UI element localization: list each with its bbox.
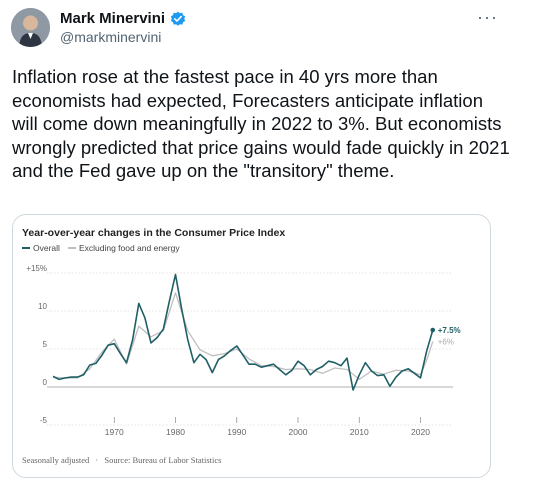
x-tick-label: 1970 xyxy=(105,427,124,437)
series-line-core xyxy=(52,292,434,381)
x-tick-label: 2020 xyxy=(411,427,430,437)
chart-source: Seasonally adjusted · Source: Bureau of … xyxy=(22,455,221,465)
avatar-image xyxy=(11,8,50,47)
legend-item-core: Excluding food and energy xyxy=(67,243,180,253)
chart-footer-separator: · xyxy=(95,455,99,465)
series-end-marker-overall xyxy=(430,327,436,333)
more-options-icon[interactable]: ··· xyxy=(477,7,498,27)
y-tick-label: +15% xyxy=(26,264,47,273)
legend-label-overall: Overall xyxy=(33,243,60,253)
bottom-divider xyxy=(0,478,537,485)
y-tick-label: -5 xyxy=(40,416,48,425)
tweet-text: Inflation rose at the fastest pace in 40… xyxy=(12,66,510,181)
chart-title: Year-over-year changes in the Consumer P… xyxy=(22,227,286,239)
legend-label-core: Excluding food and energy xyxy=(78,243,180,253)
x-tick-label: 2010 xyxy=(350,427,369,437)
chart-legend: Overall Excluding food and energy xyxy=(22,243,180,253)
y-tick-label: 0 xyxy=(43,378,48,387)
series-line-overall xyxy=(52,273,434,391)
end-label-overall: +7.5% xyxy=(438,326,461,335)
author-display-name[interactable]: Mark Minervini xyxy=(60,10,166,27)
verified-badge-icon xyxy=(170,11,186,27)
y-tick-label: 5 xyxy=(43,340,48,349)
legend-swatch-overall xyxy=(22,247,30,249)
avatar[interactable] xyxy=(11,8,50,47)
legend-item-overall: Overall xyxy=(22,243,60,253)
x-tick-label: 1980 xyxy=(166,427,185,437)
end-label-core: +6% xyxy=(438,337,454,346)
x-tick-label: 1990 xyxy=(227,427,246,437)
x-tick-label: 2000 xyxy=(289,427,308,437)
legend-swatch-core xyxy=(67,247,76,249)
tweet-media-chart[interactable]: Year-over-year changes in the Consumer P… xyxy=(12,214,491,478)
chart-source-text: Source: Bureau of Labor Statistics xyxy=(104,455,222,465)
author-handle[interactable]: @markminervini xyxy=(60,29,162,45)
chart-note: Seasonally adjusted xyxy=(22,455,90,465)
cpi-line-chart: +15% 10 5 0 -5 1970 1980 1990 2000 2010 2020 +6% +7.… xyxy=(26,264,461,437)
y-tick-label: 10 xyxy=(38,302,47,311)
